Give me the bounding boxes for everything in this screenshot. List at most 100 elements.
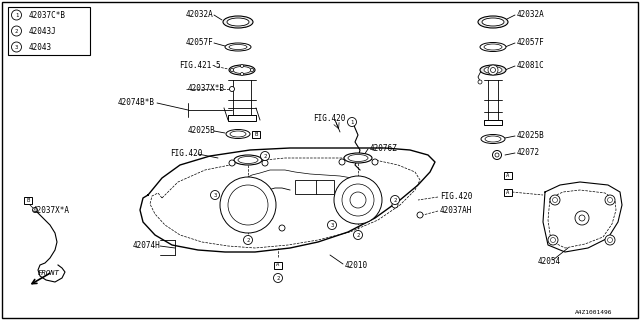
Text: A4Z1001496: A4Z1001496 [575,309,612,315]
Circle shape [552,197,557,203]
Circle shape [605,235,615,245]
Ellipse shape [348,155,368,162]
Ellipse shape [238,156,258,164]
Text: 42037AH: 42037AH [440,205,472,214]
Circle shape [353,230,362,239]
Circle shape [350,192,366,208]
Circle shape [490,68,495,73]
Ellipse shape [233,67,251,74]
Ellipse shape [229,44,247,50]
Circle shape [241,65,243,68]
Bar [295,180,317,194]
Circle shape [605,195,615,205]
Text: 42032A: 42032A [517,10,545,19]
Text: B: B [26,197,29,203]
Circle shape [575,211,589,225]
Circle shape [12,26,22,36]
Text: 42072: 42072 [517,148,540,156]
Circle shape [230,68,234,71]
Circle shape [250,68,253,71]
Ellipse shape [227,18,249,26]
Circle shape [212,192,218,198]
Bar [504,188,512,196]
Ellipse shape [484,44,502,50]
Text: 42057F: 42057F [517,37,545,46]
Text: 42054: 42054 [538,258,561,267]
Circle shape [211,190,220,199]
Circle shape [220,177,276,233]
Text: 42037X*A: 42037X*A [33,205,70,214]
Circle shape [339,159,345,165]
Text: FIG.420: FIG.420 [440,191,472,201]
Text: 2: 2 [356,233,360,237]
Ellipse shape [485,136,501,142]
Circle shape [241,73,243,76]
Circle shape [550,237,556,243]
Circle shape [228,185,268,225]
Text: 42074B*B: 42074B*B [118,98,155,107]
Bar [274,261,282,268]
Circle shape [390,196,399,204]
Circle shape [279,225,285,231]
Text: 42043J: 42043J [29,27,57,36]
Circle shape [12,10,22,20]
Text: 42032A: 42032A [186,10,214,19]
Circle shape [607,197,612,203]
Text: 42037C*B: 42037C*B [29,11,66,20]
Ellipse shape [482,18,504,26]
Ellipse shape [484,67,502,74]
Circle shape [488,65,498,75]
Circle shape [478,80,482,84]
Text: 2: 2 [246,237,250,243]
Text: 42057F: 42057F [186,37,214,46]
Circle shape [33,207,38,212]
Bar [504,172,512,179]
Circle shape [273,274,282,283]
Ellipse shape [344,153,372,163]
Circle shape [342,184,374,216]
Text: FIG.420: FIG.420 [313,114,346,123]
Circle shape [372,159,378,165]
Text: A: A [506,172,509,178]
Ellipse shape [230,131,246,137]
Text: FIG.420: FIG.420 [170,148,202,157]
Circle shape [417,212,423,218]
Circle shape [607,237,612,243]
Circle shape [495,153,499,157]
Text: 2: 2 [394,197,397,203]
Circle shape [229,160,235,166]
Text: A: A [276,262,280,268]
Circle shape [548,235,558,245]
Bar [24,196,32,204]
Bar [228,115,256,121]
Text: 42037X*B: 42037X*B [188,84,225,92]
Circle shape [230,86,234,92]
Circle shape [334,176,382,224]
Text: 2: 2 [15,28,18,34]
Text: 2: 2 [264,154,267,158]
Ellipse shape [480,65,506,75]
Bar [316,180,334,194]
Ellipse shape [226,130,250,139]
Circle shape [493,150,502,159]
Text: A: A [506,189,509,195]
Text: 42076Z: 42076Z [370,143,397,153]
Text: 1: 1 [15,12,18,18]
Text: 42010: 42010 [345,260,368,269]
Bar [8,7,90,55]
Circle shape [329,222,335,228]
Circle shape [260,151,269,161]
Text: 42025B: 42025B [517,131,545,140]
Circle shape [243,236,253,244]
Circle shape [550,195,560,205]
Circle shape [12,42,22,52]
Ellipse shape [225,43,251,51]
Ellipse shape [223,16,253,28]
Text: 3: 3 [15,44,18,50]
Text: FIG.421-5: FIG.421-5 [179,60,221,69]
Circle shape [348,117,356,126]
Text: 42074H: 42074H [133,241,161,250]
Text: 2: 2 [276,276,280,281]
Bar [484,120,502,125]
Text: 1: 1 [350,119,354,124]
